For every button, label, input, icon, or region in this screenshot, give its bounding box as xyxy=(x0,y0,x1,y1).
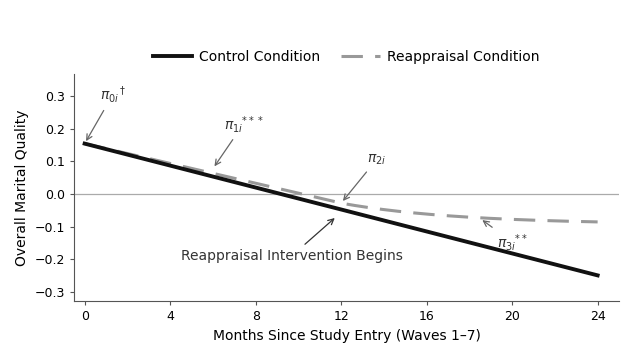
Text: $\pi_{0i}$$^\dagger$: $\pi_{0i}$$^\dagger$ xyxy=(87,84,126,140)
X-axis label: Months Since Study Entry (Waves 1–7): Months Since Study Entry (Waves 1–7) xyxy=(212,329,481,343)
Text: $\pi_{1i}$$^{***}$: $\pi_{1i}$$^{***}$ xyxy=(216,113,263,165)
Legend: Control Condition, Reappraisal Condition: Control Condition, Reappraisal Condition xyxy=(148,44,545,69)
Text: $\pi_{2i}$: $\pi_{2i}$ xyxy=(344,153,386,200)
Text: Reappraisal Intervention Begins: Reappraisal Intervention Begins xyxy=(181,219,403,263)
Y-axis label: Overall Marital Quality: Overall Marital Quality xyxy=(15,109,29,266)
Text: $\pi_{3i}$$^{**}$: $\pi_{3i}$$^{**}$ xyxy=(484,221,528,253)
